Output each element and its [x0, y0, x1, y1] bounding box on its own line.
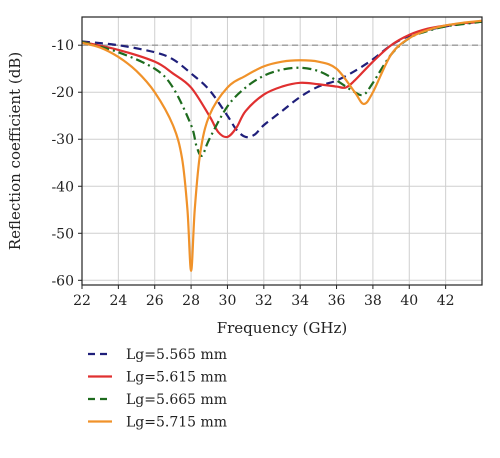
x-tick-label: 34: [291, 293, 309, 309]
y-axis-label: Reflection coefficient (dB): [6, 52, 24, 250]
y-tick-label: -40: [51, 179, 74, 195]
x-tick-label: 40: [400, 293, 418, 309]
x-tick-label: 22: [73, 293, 91, 309]
series-line-3: [81, 20, 483, 157]
legend-label: Lg=5.715 mm: [126, 415, 227, 431]
plot-frame: [81, 16, 483, 286]
x-tick-label: 24: [109, 293, 127, 309]
y-tick-label: -50: [51, 226, 74, 242]
x-axis-label: Frequency (GHz): [217, 319, 348, 337]
y-tick-label: -20: [51, 85, 74, 101]
series-line-2: [81, 20, 483, 139]
x-tick-label: 28: [182, 293, 200, 309]
legend-label: Lg=5.565 mm: [126, 347, 227, 363]
series-line-4: [81, 19, 483, 272]
x-tick-label: 36: [328, 293, 346, 309]
y-tick-label: -60: [51, 273, 74, 289]
legend-label: Lg=5.615 mm: [126, 370, 227, 386]
x-tick-label: 30: [219, 293, 237, 309]
y-tick-label: -30: [51, 132, 74, 148]
x-tick-label: 42: [437, 293, 455, 309]
legend: Lg=5.565 mm Lg=5.615 mm Lg=5.665 mm Lg=5.71…: [88, 347, 227, 431]
legend-label: Lg=5.665 mm: [126, 392, 227, 408]
x-tick-label: 38: [364, 293, 382, 309]
x-tick-label: 32: [255, 293, 273, 309]
y-tick-label: -10: [51, 38, 74, 54]
series-lines: [81, 19, 483, 272]
y-axis-ticks: -10 -20 -30 -40 -50 -60: [51, 38, 82, 289]
series-line-1: [81, 20, 483, 139]
x-tick-label: 26: [146, 293, 164, 309]
x-axis-ticks: 22 24 26 28 30 32 34 36 38 40 42: [73, 285, 455, 309]
